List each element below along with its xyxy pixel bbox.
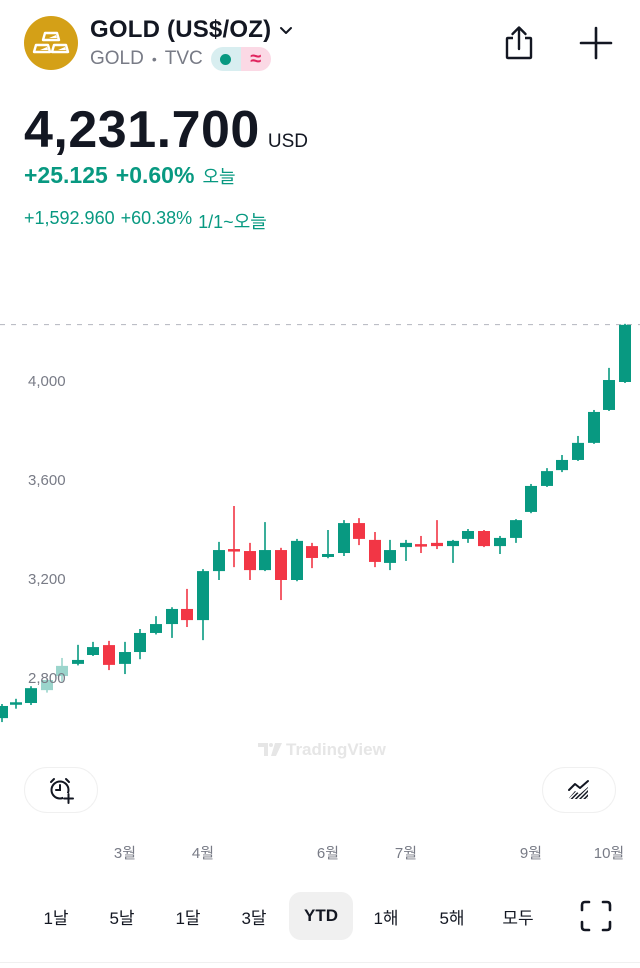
range-tab[interactable]: 5날 (109, 908, 135, 928)
share-icon (505, 26, 533, 60)
candle[interactable] (384, 539, 396, 571)
gold-bars-icon (24, 16, 78, 70)
x-axis-label: 4월 (191, 845, 215, 862)
candle[interactable] (556, 455, 568, 473)
candle[interactable] (588, 409, 600, 444)
candle[interactable] (275, 547, 287, 601)
candle[interactable] (541, 468, 553, 487)
candle[interactable] (322, 530, 334, 559)
candle[interactable] (213, 541, 225, 580)
delayed-data-icon: ≈ (240, 47, 271, 71)
daily-change: +25.125 +0.60% 오늘 (24, 162, 236, 189)
range-tab[interactable]: YTD (289, 892, 353, 940)
ytd-change: +1,592.960 +60.38% 1/1~오늘 (24, 208, 273, 234)
candle[interactable] (197, 569, 209, 641)
ytd-period: 1/1~오늘 (198, 212, 267, 232)
candle[interactable] (166, 607, 178, 638)
change-value: +25.125 (24, 162, 108, 188)
symbol-selector[interactable]: GOLD (US$/OZ) (90, 16, 293, 44)
candle[interactable] (134, 629, 146, 660)
candle[interactable] (25, 686, 37, 705)
change-period: 오늘 (202, 167, 236, 187)
price-row: 4,231.700 USD (24, 100, 308, 160)
candle[interactable] (72, 644, 84, 666)
x-axis-label: 6월 (316, 845, 340, 862)
x-axis-label: 3월 (113, 845, 137, 862)
market-open-icon (210, 47, 241, 71)
candle[interactable] (462, 529, 474, 543)
candle[interactable] (259, 522, 271, 572)
candle[interactable] (353, 518, 365, 546)
candle[interactable] (494, 535, 506, 555)
y-axis-label: 4,000 (28, 373, 66, 390)
candle[interactable] (291, 538, 303, 582)
candlestick-chart[interactable] (0, 300, 640, 780)
candle[interactable] (119, 641, 131, 675)
candle[interactable] (478, 530, 490, 548)
candle[interactable] (431, 520, 443, 550)
symbol-subtitle: GOLD • TVC ≈ (90, 47, 271, 71)
x-axis-label: 9월 (519, 845, 543, 862)
ytd-change-percent: +60.38% (120, 208, 193, 228)
time-range-selector: 1날 5날 1달 3달 YTD 1해 5해 모두 (0, 892, 640, 940)
range-tab[interactable]: 모두 (502, 908, 534, 928)
range-tab[interactable]: 1해 (373, 908, 399, 928)
header: GOLD (US$/OZ) GOLD • TVC ≈ (0, 0, 640, 90)
candle[interactable] (510, 519, 522, 543)
candle[interactable] (244, 542, 256, 580)
fullscreen-icon (580, 900, 612, 932)
candle[interactable] (369, 531, 381, 568)
candle[interactable] (415, 535, 427, 554)
candle[interactable] (525, 483, 537, 514)
bottom-divider (0, 962, 640, 963)
range-tab[interactable]: 1날 (43, 908, 69, 928)
range-tab[interactable]: 1달 (175, 908, 201, 928)
candle[interactable] (0, 703, 8, 723)
chart-style-icon (568, 780, 589, 799)
candle[interactable] (400, 539, 412, 561)
ytd-change-value: +1,592.960 (24, 208, 115, 228)
candle[interactable] (103, 640, 115, 671)
chevron-down-icon (280, 27, 293, 34)
y-axis-label: 2,800 (28, 670, 66, 687)
tradingview-watermark: TradingView (258, 740, 386, 760)
tradingview-logo-icon (258, 743, 282, 756)
last-price: 4,231.700 (24, 101, 260, 159)
chart-style-button[interactable] (542, 767, 616, 813)
exchange-name: TVC (164, 48, 203, 69)
candle[interactable] (447, 539, 459, 563)
add-alert-button[interactable] (24, 767, 98, 813)
candle[interactable] (10, 698, 22, 709)
y-axis-label: 3,600 (28, 472, 66, 489)
candle[interactable] (306, 542, 318, 569)
add-alarm-icon (50, 778, 74, 804)
separator: • (151, 51, 157, 67)
symbol-title: GOLD (US$/OZ) (90, 16, 272, 43)
fullscreen-button[interactable] (578, 898, 614, 934)
plus-icon (579, 26, 613, 60)
currency: USD (267, 131, 308, 152)
candle[interactable] (572, 435, 584, 461)
candle[interactable] (338, 520, 350, 556)
candle[interactable] (603, 367, 615, 411)
change-percent: +0.60% (115, 162, 195, 188)
watermark-text: TradingView (286, 740, 386, 759)
x-axis-labels: 3월 4월 6월 7월 9월 10월 (0, 842, 640, 866)
candle[interactable] (619, 323, 631, 383)
market-status-badge[interactable]: ≈ (210, 47, 271, 71)
candle[interactable] (228, 505, 240, 568)
x-axis-label: 10월 (593, 845, 625, 862)
candle[interactable] (41, 679, 53, 693)
range-tab[interactable]: 3달 (241, 908, 267, 928)
candle[interactable] (181, 588, 193, 628)
candle[interactable] (87, 641, 99, 656)
candle[interactable] (150, 616, 162, 635)
add-to-watchlist-button[interactable] (576, 24, 616, 64)
candle[interactable] (56, 657, 68, 682)
y-axis-label: 3,200 (28, 571, 66, 588)
x-axis-label: 7월 (394, 845, 418, 862)
symbol-code: GOLD (90, 48, 144, 69)
range-tab[interactable]: 5해 (439, 908, 465, 928)
share-button[interactable] (500, 24, 538, 64)
